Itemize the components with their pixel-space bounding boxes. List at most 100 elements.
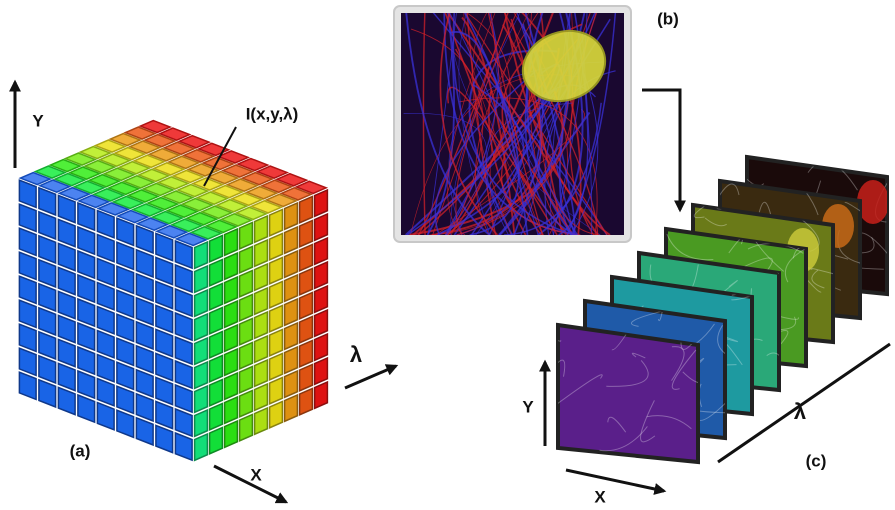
voxel-face <box>39 212 56 239</box>
voxel-face <box>195 266 208 292</box>
voxel-face <box>210 356 223 382</box>
voxel-face <box>156 425 173 452</box>
voxel-face <box>300 389 313 415</box>
hypercube <box>19 121 327 461</box>
voxel-face <box>195 242 208 268</box>
voxel-face <box>39 356 56 383</box>
voxel-face <box>19 204 36 231</box>
voxel-face <box>97 283 114 310</box>
voxel-face <box>117 362 134 389</box>
axis-label: λ <box>794 399 806 424</box>
voxel-face <box>19 300 36 327</box>
voxel-face <box>270 330 283 356</box>
voxel-face <box>315 238 328 264</box>
voxel-face <box>300 245 313 271</box>
x-arrow <box>566 470 664 491</box>
voxel-face <box>285 347 298 373</box>
slice-image <box>558 325 698 462</box>
voxel-face <box>225 253 238 279</box>
voxel-face <box>97 259 114 286</box>
voxel-face <box>156 257 173 284</box>
voxel-face <box>156 329 173 356</box>
lambda-arrow <box>345 366 396 388</box>
voxel-face <box>136 298 153 325</box>
voxel-face <box>97 211 114 238</box>
voxel-face <box>78 299 95 326</box>
voxel-face <box>39 236 56 263</box>
voxel-face <box>156 305 173 332</box>
voxel-face <box>97 379 114 406</box>
voxel-face <box>175 409 192 436</box>
voxel-face <box>315 214 328 240</box>
voxel-face <box>117 410 134 437</box>
voxel-face <box>78 395 95 422</box>
voxel-face <box>195 290 208 316</box>
voxel-face <box>285 203 298 229</box>
voxel-face <box>225 397 238 423</box>
voxel-face <box>225 301 238 327</box>
voxel-face <box>136 394 153 421</box>
voxel-face <box>300 269 313 295</box>
texture-line <box>877 151 895 165</box>
voxel-face <box>58 219 75 246</box>
voxel-face <box>58 315 75 342</box>
voxel-face <box>136 370 153 397</box>
voxel-face <box>315 190 328 216</box>
axis-label: X <box>250 465 262 484</box>
axis-label: λ <box>350 342 362 367</box>
voxel-face <box>255 312 268 338</box>
texture-line <box>759 145 812 158</box>
voxel-face <box>210 236 223 262</box>
voxel-label: I(x,y,λ) <box>246 104 299 123</box>
voxel-face <box>270 258 283 284</box>
voxel-face <box>240 247 253 273</box>
voxel-face <box>255 264 268 290</box>
voxel-face <box>117 338 134 365</box>
voxel-face <box>175 265 192 292</box>
voxel-face <box>240 271 253 297</box>
voxel-face <box>117 314 134 341</box>
voxel-face <box>285 251 298 277</box>
voxel-face <box>39 308 56 335</box>
voxel-face <box>315 358 328 384</box>
voxel-face <box>175 337 192 364</box>
voxel-face <box>195 410 208 436</box>
voxel-face <box>78 347 95 374</box>
voxel-face <box>175 385 192 412</box>
voxel-face <box>175 361 192 388</box>
voxel-face <box>156 281 173 308</box>
voxel-face <box>225 325 238 351</box>
voxel-face <box>240 343 253 369</box>
voxel-face <box>285 395 298 421</box>
voxel-face <box>240 319 253 345</box>
voxel-face <box>97 331 114 358</box>
voxel-face <box>58 243 75 270</box>
voxel-face <box>58 363 75 390</box>
voxel-face <box>58 339 75 366</box>
voxel-face <box>240 367 253 393</box>
voxel-face <box>270 306 283 332</box>
voxel-face <box>270 282 283 308</box>
voxel-face <box>195 386 208 412</box>
voxel-face <box>175 313 192 340</box>
voxel-face <box>300 341 313 367</box>
voxel-face <box>195 362 208 388</box>
voxel-face <box>255 384 268 410</box>
voxel-face <box>78 371 95 398</box>
voxel-face <box>156 353 173 380</box>
voxel-face <box>210 428 223 454</box>
voxel-face <box>78 203 95 230</box>
voxel-face <box>136 226 153 253</box>
panel-label: (b) <box>657 9 679 28</box>
voxel-face <box>117 242 134 269</box>
voxel-face <box>19 324 36 351</box>
voxel-face <box>240 295 253 321</box>
voxel-face <box>136 274 153 301</box>
voxel-face <box>97 403 114 430</box>
voxel-face <box>117 266 134 293</box>
voxel-face <box>225 229 238 255</box>
voxel-face <box>195 338 208 364</box>
voxel-face <box>255 216 268 242</box>
voxel-face <box>285 371 298 397</box>
panel-label: (c) <box>806 451 827 470</box>
